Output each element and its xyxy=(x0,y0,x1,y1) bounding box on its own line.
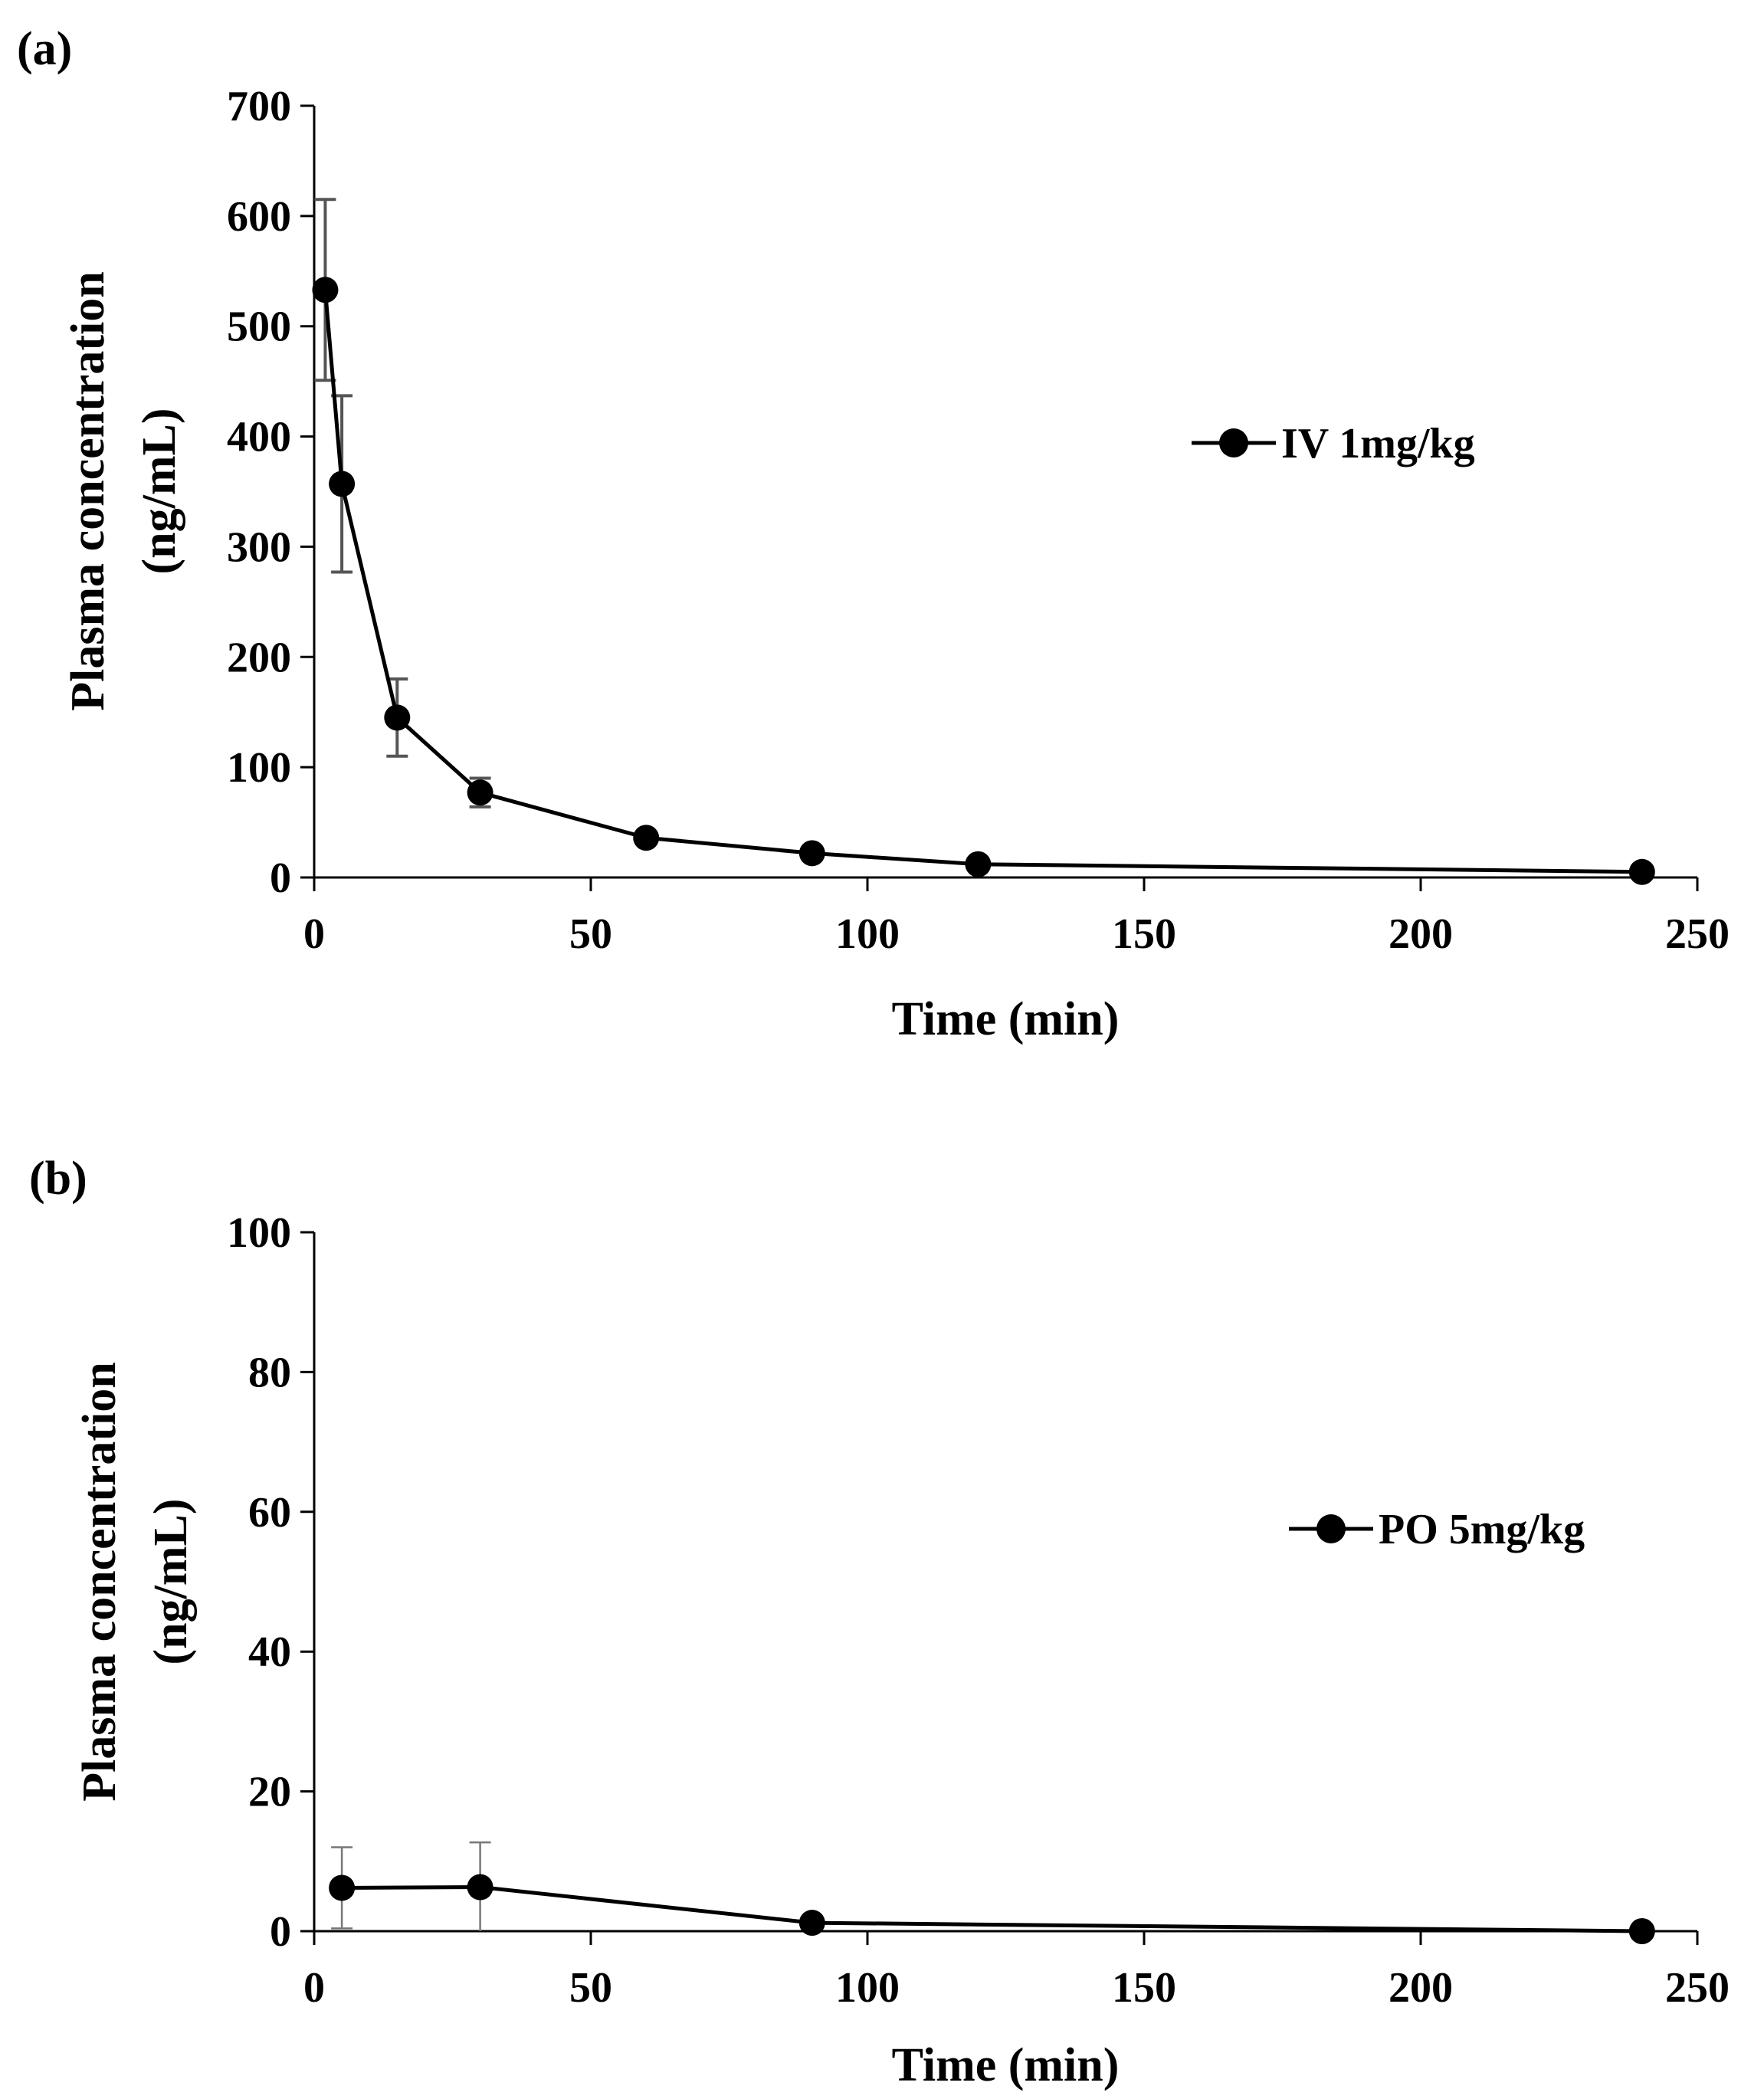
data-point xyxy=(384,704,411,731)
y-tick-label: 40 xyxy=(248,1628,291,1676)
x-tick-label: 200 xyxy=(1389,910,1453,958)
y-tick-label: 400 xyxy=(227,414,291,461)
y-tick-label: 500 xyxy=(227,303,291,351)
panel-b-legend-label: PO 5mg/kg xyxy=(1379,1506,1585,1553)
panel-a-label: (a) xyxy=(17,23,72,75)
x-tick-label: 0 xyxy=(303,1964,325,2012)
y-tick-label: 700 xyxy=(227,83,291,130)
x-tick-label: 150 xyxy=(1112,910,1176,958)
panel-b-x-ticks: 0 50 100 150 200 250 xyxy=(303,1931,1730,2012)
y-tick-label: 100 xyxy=(227,744,291,792)
data-point xyxy=(329,471,356,497)
y-tick-label: 300 xyxy=(227,523,291,571)
panel-a-x-ticks: 0 50 100 150 200 250 xyxy=(303,877,1730,958)
panel-b: (b) 0 20 40 60 80 100 0 50 100 150 200 250 Time (m… xyxy=(29,1153,1730,2091)
y-tick-label: 80 xyxy=(248,1349,291,1396)
y-tick-label: 600 xyxy=(227,193,291,241)
x-tick-label: 100 xyxy=(835,910,900,958)
panel-a-x-axis-title: Time (min) xyxy=(892,993,1120,1045)
panel-b-series-line xyxy=(342,1884,1642,1933)
data-point xyxy=(467,779,493,806)
panel-a-legend: IV 1mg/kg xyxy=(1192,420,1475,467)
panel-b-y-axis-title-line1: Plasma concentration xyxy=(74,1362,126,1801)
data-point xyxy=(467,1874,493,1901)
panel-a-legend-marker xyxy=(1219,428,1248,458)
y-tick-label: 60 xyxy=(248,1489,291,1537)
data-point xyxy=(798,1910,825,1937)
y-tick-label: 0 xyxy=(270,854,291,902)
panel-b-label: (b) xyxy=(29,1153,87,1205)
panel-a-y-axis-title-line1: Plasma concentration xyxy=(62,271,114,710)
panel-b-x-axis-title: Time (min) xyxy=(892,2039,1120,2091)
panel-b-y-axis-title-line2: (ng/mL) xyxy=(145,1499,197,1665)
panel-b-y-ticks: 0 20 40 60 80 100 xyxy=(227,1209,314,1956)
data-point xyxy=(1628,1918,1655,1944)
data-point xyxy=(798,840,825,867)
panel-a: (a) 0 100 200 300 400 500 600 700 0 50 100 150 200 2… xyxy=(17,23,1730,1045)
panel-b-legend-marker xyxy=(1316,1514,1346,1543)
data-point xyxy=(633,825,660,851)
x-tick-label: 50 xyxy=(569,910,612,958)
panel-a-y-ticks: 0 100 200 300 400 500 600 700 xyxy=(227,83,314,902)
panel-a-legend-label: IV 1mg/kg xyxy=(1281,420,1475,467)
data-point xyxy=(312,277,339,303)
x-tick-label: 0 xyxy=(303,910,325,958)
x-tick-label: 200 xyxy=(1389,1964,1453,2012)
data-point xyxy=(965,851,992,877)
panel-a-y-axis-title-line2: (ng/mL) xyxy=(133,408,185,575)
panel-a-data-points xyxy=(312,277,1655,885)
data-point xyxy=(1628,858,1655,885)
panel-b-legend: PO 5mg/kg xyxy=(1289,1506,1585,1553)
x-tick-label: 50 xyxy=(569,1964,612,2012)
x-tick-label: 250 xyxy=(1665,1964,1730,2012)
y-tick-label: 0 xyxy=(270,1908,291,1956)
y-tick-label: 100 xyxy=(227,1209,291,1257)
panel-b-data-points xyxy=(329,1874,1655,1944)
y-tick-label: 20 xyxy=(248,1769,291,1816)
panel-a-series-line xyxy=(323,289,1642,874)
x-tick-label: 100 xyxy=(835,1964,900,2012)
y-tick-label: 200 xyxy=(227,634,291,681)
x-tick-label: 250 xyxy=(1665,910,1730,958)
data-point xyxy=(329,1874,356,1901)
x-tick-label: 150 xyxy=(1112,1964,1176,2012)
